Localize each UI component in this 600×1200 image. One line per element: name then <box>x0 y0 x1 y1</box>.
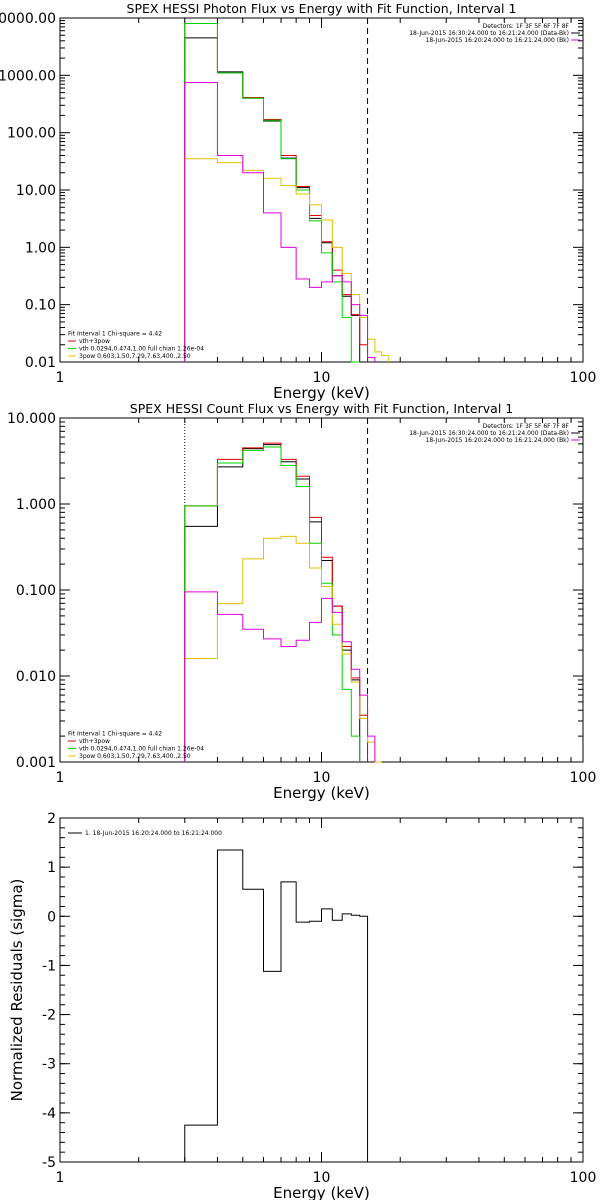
y-tick-label: 0000.00 <box>0 11 56 27</box>
series-line-1 <box>184 444 361 762</box>
y-tick-label: -2 <box>42 1008 56 1024</box>
legend-entry: 18-Jun-2015 16:30:24.000 to 16:21:24.000… <box>409 430 569 437</box>
series-line-1 <box>184 37 361 362</box>
legend-entry: vth 0.0294,0.474,1.00 full chian 1.26e-0… <box>79 746 204 753</box>
y-tick-label: 1.00 <box>25 240 56 256</box>
chart-panel-1: SPEX HESSI Photon Flux vs Energy with Fi… <box>0 1 596 402</box>
legend-entry: Detectors: 1F 3F 5F 6F 7F 8F <box>483 23 570 30</box>
legend-entry: 18-Jun-2015 16:20:24.000 to 16:21:24.000… <box>426 437 569 444</box>
x-axis-title: Energy (keV) <box>273 1184 370 1200</box>
series-group <box>184 442 382 763</box>
x-tick-label: 100 <box>570 770 597 786</box>
x-tick-label: 1 <box>56 1170 65 1186</box>
x-tick-label: 10 <box>313 370 331 386</box>
legend-entry: 1. 18-Jun-2015 16:20:24.000 to 16:21:24.… <box>85 830 222 837</box>
x-tick-label: 10 <box>313 770 331 786</box>
y-tick-label: 100.00 <box>7 126 56 142</box>
y-tick-label: 0.010 <box>16 669 56 685</box>
x-tick-label: 10 <box>313 1170 331 1186</box>
legend-entry: 3pow 0.603,1.50,7.29,7.63,400.,2.50 <box>79 753 191 760</box>
fit-stats-text: Fit Interval 1 Chi-square = 4.42 <box>68 331 162 338</box>
y-tick-label: -4 <box>42 1106 56 1122</box>
series-group <box>184 849 369 1162</box>
y-tick-label: -3 <box>42 1057 56 1073</box>
y-tick-label: 1.000 <box>16 497 56 513</box>
y-tick-label: 1 <box>47 860 56 876</box>
x-tick-label: 100 <box>570 1170 597 1186</box>
y-tick-label: 2 <box>47 811 56 827</box>
legend-entry: 18-Jun-2015 16:20:24.000 to 16:21:24.000… <box>426 37 569 44</box>
series-line-1 <box>184 849 369 1162</box>
series-group <box>184 23 389 363</box>
legend-entry: Detectors: 1F 3F 5F 6F 7F 8F <box>483 423 570 430</box>
y-tick-label: 0.01 <box>25 355 56 371</box>
x-tick-label: 1 <box>56 370 65 386</box>
series-line-5 <box>184 81 376 362</box>
chart-title: SPEX HESSI Photon Flux vs Energy with Fi… <box>127 1 517 16</box>
y-tick-label: 0 <box>47 909 56 925</box>
y-tick-label: 1000.00 <box>0 68 56 84</box>
series-line-2 <box>184 23 369 362</box>
series-line-3 <box>184 446 361 762</box>
legend-entry: 18-Jun-2015 16:30:24.000 to 16:21:24.000… <box>409 30 569 37</box>
legend-entry: vth 0.0294,0.474,1.00 full chian 1.26e-0… <box>79 346 204 353</box>
y-tick-label: -1 <box>42 958 56 974</box>
plot-frame <box>59 817 584 1163</box>
plot-frame <box>59 17 584 363</box>
plot-frame <box>59 417 584 763</box>
fit-stats-text: Fit Interval 1 Chi-square = 4.42 <box>68 731 162 738</box>
y-axis-title: Normalized Residuals (sigma) <box>8 879 26 1102</box>
chart-title: SPEX HESSI Count Flux vs Energy with Fit… <box>130 401 513 416</box>
y-tick-label: -5 <box>42 1155 56 1171</box>
y-tick-label: 10.00 <box>16 183 56 199</box>
y-tick-label: 0.001 <box>16 755 56 771</box>
x-axis-title: Energy (keV) <box>273 784 370 802</box>
x-axis-title: Energy (keV) <box>273 384 370 402</box>
x-tick-label: 1 <box>56 770 65 786</box>
chart-panel-2: SPEX HESSI Count Flux vs Energy with Fit… <box>7 401 596 802</box>
series-line-3 <box>184 23 360 363</box>
series-line-4 <box>184 535 382 763</box>
series-line-4 <box>184 158 389 362</box>
y-tick-label: 10.000 <box>7 411 56 427</box>
series-line-5 <box>184 591 376 762</box>
legend-entry: vth+3pow <box>79 738 110 745</box>
series-line-2 <box>184 442 369 762</box>
legend-entry: vth+3pow <box>79 338 110 345</box>
x-tick-label: 100 <box>570 370 597 386</box>
chart-panel-3: 1 10 100 -5 -4 -3 -2 -1 0 1 2 Energy (keV) Normalize… <box>8 811 596 1200</box>
y-tick-label: 0.100 <box>16 583 56 599</box>
legend-entry: 3pow 0.603,1.50,7.29,7.63,400.,2.50 <box>79 353 191 360</box>
y-tick-label: 0.10 <box>25 298 56 314</box>
